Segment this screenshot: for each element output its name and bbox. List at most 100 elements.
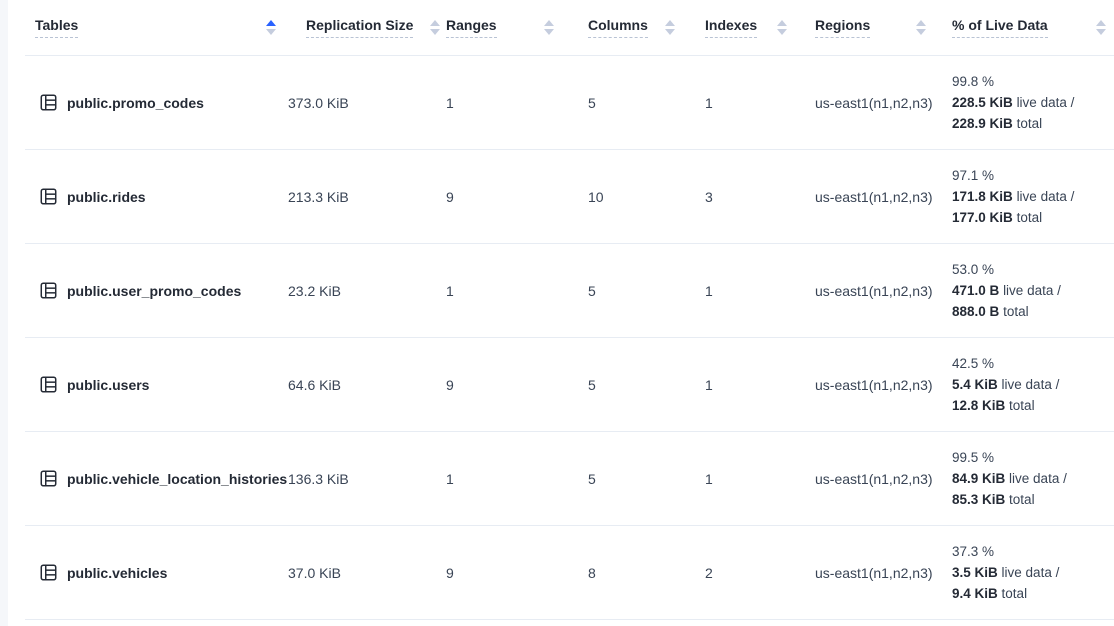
- live-percent: 97.1 %: [952, 168, 995, 183]
- indexes-cell: 1: [705, 94, 713, 111]
- sort-icon[interactable]: [430, 20, 440, 35]
- live-size-line: 3.5 KiB live data /: [952, 562, 1114, 583]
- total-size-suffix: total: [1009, 398, 1035, 413]
- live-percent: 42.5 %: [952, 356, 995, 371]
- live-size-suffix: live data /: [1016, 95, 1075, 110]
- table-icon: [40, 282, 57, 299]
- table-icon: [40, 470, 57, 487]
- live-size-value: 5.4 KiB: [952, 377, 998, 392]
- live-size-suffix: live data /: [1003, 283, 1061, 298]
- column-header-tables[interactable]: Tables: [25, 0, 288, 55]
- live-percent: 99.5 %: [952, 450, 995, 465]
- live-percent: 99.8 %: [952, 74, 995, 89]
- column-header-indexes[interactable]: Indexes: [705, 0, 815, 55]
- regions-cell: us-east1(n1,n2,n3): [815, 470, 933, 487]
- sort-desc-icon: [266, 29, 276, 35]
- table-name-cell: public.vehicles: [25, 564, 288, 581]
- live-data-cell: 42.5 % 5.4 KiB live data / 12.8 KiB tota…: [952, 353, 1114, 416]
- column-header-ranges[interactable]: Ranges: [446, 0, 588, 55]
- table-row[interactable]: public.users 64.6 KiB 9 5 1 us-east1(n1,…: [25, 338, 1114, 432]
- table-name-link[interactable]: public.user_promo_codes: [67, 282, 242, 299]
- table-name-link[interactable]: public.rides: [67, 188, 146, 205]
- table-icon: [40, 564, 57, 581]
- columns-cell: 5: [588, 94, 596, 111]
- column-header-regions-label: Regions: [815, 17, 871, 38]
- table-icon: [40, 188, 57, 205]
- columns-cell: 8: [588, 564, 596, 581]
- table-name-cell: public.user_promo_codes: [25, 282, 288, 299]
- live-size-suffix: live data /: [1001, 565, 1060, 580]
- replication-size-cell: 213.3 KiB: [288, 188, 349, 205]
- sort-asc-icon: [665, 20, 675, 26]
- column-header-columns[interactable]: Columns: [588, 0, 705, 55]
- table-name-cell: public.rides: [25, 188, 288, 205]
- total-size-line: 85.3 KiB total: [952, 489, 1114, 510]
- total-size-line: 888.0 B total: [952, 301, 1114, 322]
- table-name-link[interactable]: public.vehicles: [67, 564, 168, 581]
- columns-cell: 10: [588, 188, 604, 205]
- table-row[interactable]: public.promo_codes 373.0 KiB 1 5 1 us-ea…: [25, 56, 1114, 150]
- table-name-cell: public.vehicle_location_histories: [25, 470, 288, 487]
- live-size-line: 228.5 KiB live data /: [952, 92, 1114, 113]
- table-row[interactable]: public.user_promo_codes 23.2 KiB 1 5 1 u…: [25, 244, 1114, 338]
- sort-asc-icon: [544, 20, 554, 26]
- sort-icon[interactable]: [1096, 20, 1106, 35]
- replication-size-cell: 373.0 KiB: [288, 94, 349, 111]
- column-header-live-data-label: % of Live Data: [952, 17, 1048, 38]
- columns-cell: 5: [588, 470, 596, 487]
- column-header-tables-label: Tables: [35, 17, 79, 38]
- indexes-cell: 3: [705, 188, 713, 205]
- table-row[interactable]: public.rides 213.3 KiB 9 10 3 us-east1(n…: [25, 150, 1114, 244]
- live-size-value: 84.9 KiB: [952, 471, 1006, 486]
- total-size-suffix: total: [1016, 116, 1043, 131]
- column-header-regions[interactable]: Regions: [815, 0, 952, 55]
- replication-size-cell: 37.0 KiB: [288, 564, 341, 581]
- table-name-link[interactable]: public.vehicle_location_histories: [67, 470, 288, 487]
- live-size-value: 3.5 KiB: [952, 565, 998, 580]
- live-data-cell: 97.1 % 171.8 KiB live data / 177.0 KiB t…: [952, 165, 1114, 228]
- sort-icon[interactable]: [916, 20, 926, 35]
- indexes-cell: 1: [705, 470, 713, 487]
- live-data-cell: 37.3 % 3.5 KiB live data / 9.4 KiB total: [952, 541, 1114, 604]
- column-header-ranges-label: Ranges: [446, 17, 497, 38]
- live-percent: 53.0 %: [952, 262, 995, 277]
- table-icon: [40, 376, 57, 393]
- regions-cell: us-east1(n1,n2,n3): [815, 188, 933, 205]
- total-size-value: 888.0 B: [952, 304, 1000, 319]
- sort-asc-icon: [777, 20, 787, 26]
- regions-cell: us-east1(n1,n2,n3): [815, 376, 933, 393]
- live-size-line: 5.4 KiB live data /: [952, 374, 1114, 395]
- sort-asc-icon: [266, 20, 276, 26]
- total-size-line: 177.0 KiB total: [952, 207, 1114, 228]
- indexes-cell: 1: [705, 282, 713, 299]
- live-data-cell: 99.8 % 228.5 KiB live data / 228.9 KiB t…: [952, 71, 1114, 134]
- live-size-value: 228.5 KiB: [952, 95, 1013, 110]
- total-size-line: 12.8 KiB total: [952, 395, 1114, 416]
- live-data-cell: 53.0 % 471.0 B live data / 888.0 B total: [952, 259, 1114, 322]
- sort-icon[interactable]: [266, 20, 276, 35]
- table-row[interactable]: public.vehicles 37.0 KiB 9 8 2 us-east1(…: [25, 526, 1114, 620]
- column-header-replication-size[interactable]: Replication Size: [288, 0, 446, 55]
- sort-icon[interactable]: [665, 20, 675, 35]
- live-size-value: 171.8 KiB: [952, 189, 1013, 204]
- ranges-cell: 9: [446, 376, 454, 393]
- table-header-row: Tables Replication Size Ranges Columns I…: [25, 0, 1114, 56]
- sort-asc-icon: [916, 20, 926, 26]
- live-size-line: 84.9 KiB live data /: [952, 468, 1114, 489]
- live-data-cell: 99.5 % 84.9 KiB live data / 85.3 KiB tot…: [952, 447, 1114, 510]
- table-name-cell: public.users: [25, 376, 288, 393]
- sort-icon[interactable]: [777, 20, 787, 35]
- sort-asc-icon: [1096, 20, 1106, 26]
- live-size-value: 471.0 B: [952, 283, 1000, 298]
- replication-size-cell: 136.3 KiB: [288, 470, 349, 487]
- live-size-line: 471.0 B live data /: [952, 280, 1114, 301]
- table-row[interactable]: public.vehicle_location_histories 136.3 …: [25, 432, 1114, 526]
- ranges-cell: 1: [446, 470, 454, 487]
- total-size-value: 228.9 KiB: [952, 116, 1013, 131]
- table-name-link[interactable]: public.users: [67, 376, 150, 393]
- table-name-link[interactable]: public.promo_codes: [67, 94, 204, 111]
- sort-icon[interactable]: [544, 20, 554, 35]
- total-size-value: 9.4 KiB: [952, 586, 998, 601]
- column-header-live-data[interactable]: % of Live Data: [952, 0, 1114, 55]
- total-size-suffix: total: [1001, 586, 1028, 601]
